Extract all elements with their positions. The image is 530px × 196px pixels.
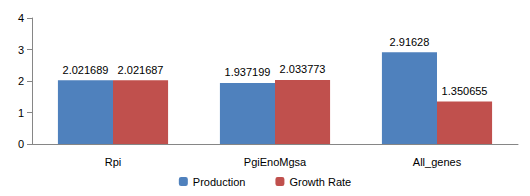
svg-text:2: 2 xyxy=(18,75,24,87)
svg-text:PgiEnoMgsa: PgiEnoMgsa xyxy=(244,156,307,168)
svg-text:4: 4 xyxy=(18,12,24,24)
svg-text:2.021689: 2.021689 xyxy=(63,64,109,76)
svg-text:Growth Rate: Growth Rate xyxy=(289,176,351,188)
svg-text:1.350655: 1.350655 xyxy=(442,85,488,97)
svg-text:Production: Production xyxy=(193,176,246,188)
svg-text:1.937199: 1.937199 xyxy=(225,66,271,78)
svg-text:2.91628: 2.91628 xyxy=(390,36,430,48)
svg-text:2.033773: 2.033773 xyxy=(280,63,326,75)
svg-text:Rpi: Rpi xyxy=(105,156,122,168)
svg-text:All_genes: All_genes xyxy=(413,156,462,168)
svg-text:1: 1 xyxy=(18,107,24,119)
svg-text:3: 3 xyxy=(18,44,24,56)
svg-text:2.021687: 2.021687 xyxy=(118,64,164,76)
svg-text:0: 0 xyxy=(18,138,24,150)
